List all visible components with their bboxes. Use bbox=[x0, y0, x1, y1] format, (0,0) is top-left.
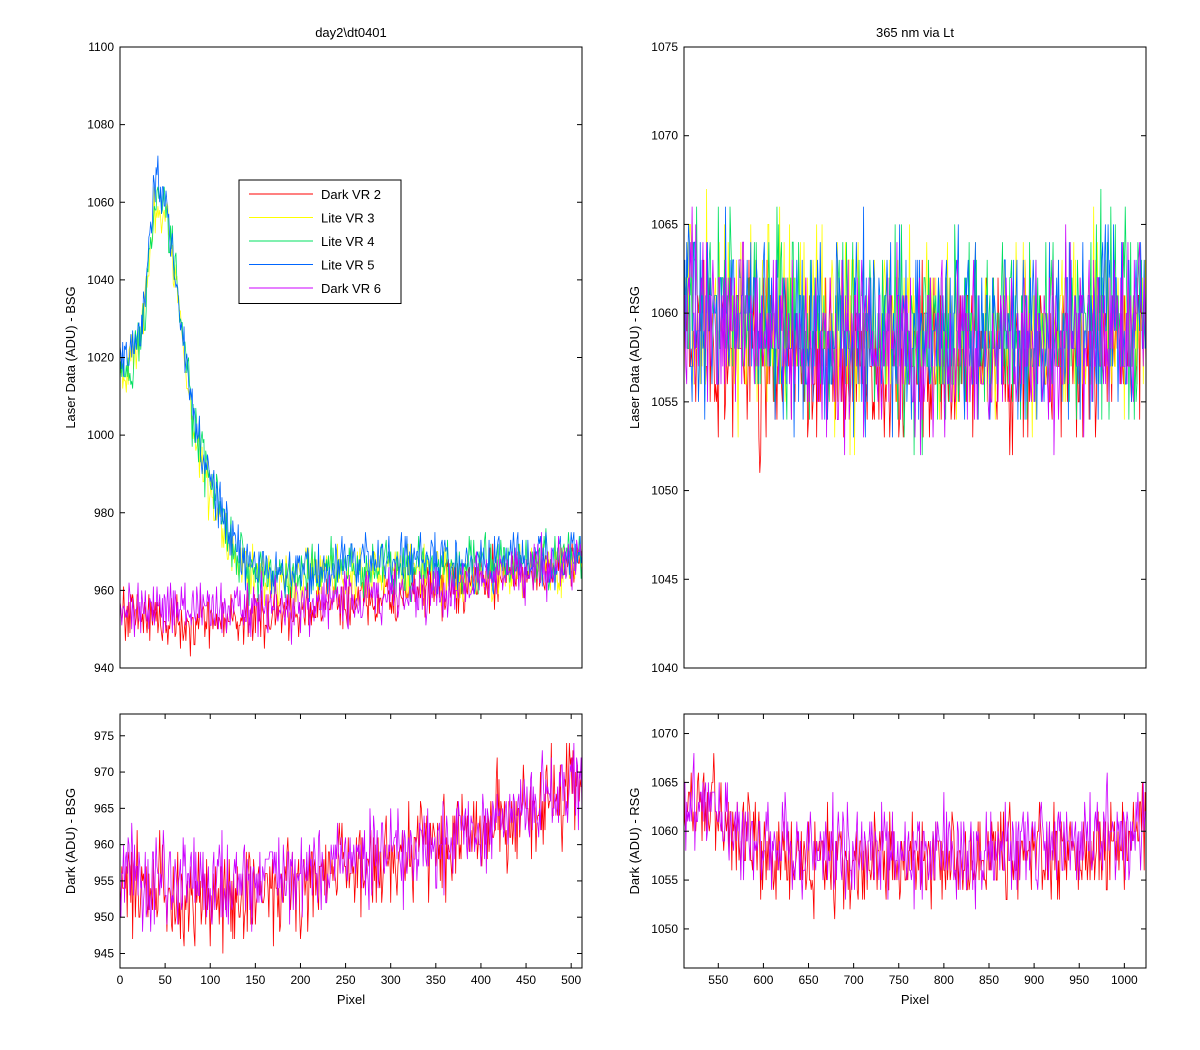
x-tick-label: 900 bbox=[1024, 973, 1044, 987]
panel-title: 365 nm via Lt bbox=[876, 25, 954, 40]
x-tick-label: 200 bbox=[290, 973, 310, 987]
series-group bbox=[684, 188, 1146, 473]
x-tick-label: 400 bbox=[471, 973, 491, 987]
legend-label: Dark VR 2 bbox=[321, 187, 381, 202]
y-tick-label: 1065 bbox=[651, 217, 678, 231]
legend: Dark VR 2 Lite VR 3 Lite VR 4 Lite VR 5 Dark… bbox=[238, 179, 402, 304]
y-tick-label: 960 bbox=[94, 838, 114, 852]
y-axis-label: Laser Data (ADU) - RSG bbox=[627, 286, 642, 429]
series-group bbox=[684, 753, 1146, 920]
panel-rsg-dark: 1050 1055 1060 1065 1070 550 600 650 700 750 800 85… bbox=[627, 713, 1147, 1007]
y-tick-label: 1060 bbox=[87, 195, 114, 209]
x-tick-label: 450 bbox=[516, 973, 536, 987]
series-line-dark-vr-6 bbox=[120, 743, 582, 932]
panel-rsg-laser: 1040 1045 1050 1055 1060 1065 1070 1075 365 nm v… bbox=[627, 25, 1147, 675]
y-axis-label: Dark (ADU) - RSG bbox=[627, 788, 642, 895]
series-group bbox=[120, 155, 582, 657]
x-tick-label: 50 bbox=[158, 973, 172, 987]
panel-bsg-laser: 940 960 980 1000 1020 1040 1060 1080 1100 day2\dt… bbox=[63, 25, 583, 675]
x-tick-label: 850 bbox=[979, 973, 999, 987]
y-tick-label: 1100 bbox=[88, 40, 114, 54]
y-tick-label: 950 bbox=[94, 910, 114, 924]
series-line-dark-vr-6 bbox=[684, 206, 1146, 456]
y-tick-label: 1055 bbox=[651, 395, 678, 409]
y-tick-label: 1070 bbox=[651, 727, 678, 741]
x-tick-label: 500 bbox=[561, 973, 581, 987]
y-tick-label: 1040 bbox=[87, 273, 114, 287]
y-axis-label: Laser Data (ADU) - BSG bbox=[63, 286, 78, 428]
y-tick-label: 1045 bbox=[651, 572, 678, 586]
axes-frame bbox=[119, 713, 583, 969]
series-line-dark-vr-6 bbox=[120, 532, 582, 645]
y-tick-label: 1000 bbox=[87, 428, 114, 442]
x-tick-label: 350 bbox=[426, 973, 446, 987]
x-tick-label: 650 bbox=[799, 973, 819, 987]
y-tick-label: 965 bbox=[94, 801, 114, 815]
y-axis-label: Dark (ADU) - BSG bbox=[63, 788, 78, 894]
y-tick-label: 1075 bbox=[651, 40, 678, 54]
x-tick-label: 100 bbox=[200, 973, 220, 987]
panel-bsg-dark: 945 950 955 960 965 970 975 0 50 100 150 200 250 300 3… bbox=[63, 713, 583, 1007]
x-tick-label: 250 bbox=[336, 973, 356, 987]
y-tick-label: 975 bbox=[94, 729, 114, 743]
y-tick-label: 1065 bbox=[651, 775, 678, 789]
legend-label: Lite VR 4 bbox=[321, 234, 374, 249]
legend-box bbox=[238, 179, 402, 304]
axes-frame bbox=[683, 713, 1147, 969]
x-tick-label: 150 bbox=[245, 973, 265, 987]
y-tick-label: 1060 bbox=[651, 824, 678, 838]
y-tick-label: 1070 bbox=[651, 129, 678, 143]
y-tick-label: 1060 bbox=[651, 306, 678, 320]
y-tick-label: 955 bbox=[94, 874, 114, 888]
y-tick-label: 1080 bbox=[87, 118, 114, 132]
y-tick-label: 1050 bbox=[651, 484, 678, 498]
y-tick-label: 980 bbox=[94, 506, 114, 520]
x-tick-label: 0 bbox=[117, 973, 124, 987]
y-tick-label: 970 bbox=[94, 765, 114, 779]
x-tick-label: 950 bbox=[1069, 973, 1089, 987]
x-tick-label: 600 bbox=[753, 973, 773, 987]
x-tick-label: 550 bbox=[708, 973, 728, 987]
legend-label: Lite VR 3 bbox=[321, 211, 374, 226]
y-tick-label: 1050 bbox=[651, 922, 678, 936]
series-line-lite-vr-5 bbox=[120, 155, 582, 603]
y-tick-label: 1020 bbox=[87, 351, 114, 365]
axes-frame bbox=[683, 46, 1147, 669]
x-tick-label: 700 bbox=[844, 973, 864, 987]
series-group bbox=[120, 743, 582, 954]
x-tick-label: 1000 bbox=[1111, 973, 1138, 987]
x-tick-label: 300 bbox=[381, 973, 401, 987]
x-axis-label: Pixel bbox=[901, 992, 929, 1007]
panel-title: day2\dt0401 bbox=[315, 25, 387, 40]
legend-label: Dark VR 6 bbox=[321, 281, 381, 296]
y-tick-label: 960 bbox=[94, 583, 114, 597]
legend-label: Lite VR 5 bbox=[321, 258, 374, 273]
series-line-dark-vr-6 bbox=[684, 753, 1146, 910]
y-tick-label: 1055 bbox=[651, 873, 678, 887]
y-tick-label: 1040 bbox=[651, 661, 678, 675]
y-tick-label: 945 bbox=[94, 946, 114, 960]
x-axis-label: Pixel bbox=[337, 992, 365, 1007]
y-tick-label: 940 bbox=[94, 661, 114, 675]
x-tick-label: 750 bbox=[889, 973, 909, 987]
x-tick-label: 800 bbox=[934, 973, 954, 987]
